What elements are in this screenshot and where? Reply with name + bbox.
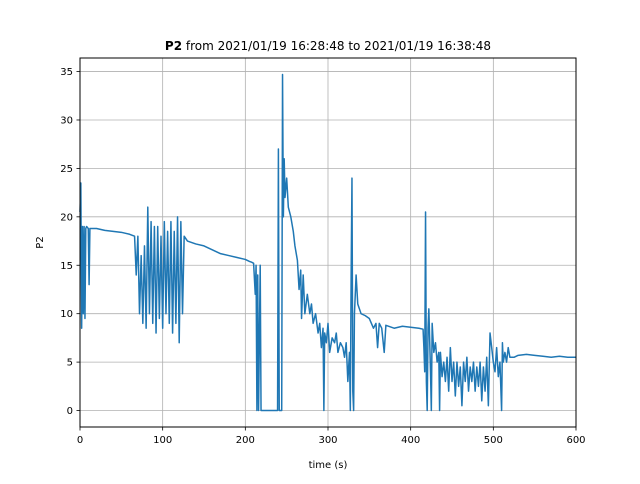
x-tick-label: 300	[318, 435, 337, 446]
x-axis-label: time (s)	[309, 460, 348, 471]
y-tick-label: 5	[67, 358, 73, 369]
grid	[79, 58, 577, 427]
x-tick-label: 400	[401, 435, 420, 446]
x-tick-label: 600	[566, 435, 585, 446]
y-tick-label: 20	[60, 212, 73, 223]
x-tick-label: 500	[484, 435, 503, 446]
y-axis-label: P2	[35, 236, 46, 248]
x-axis: 0 100 200 300 400 500 600	[77, 427, 586, 446]
y-tick-label: 10	[60, 309, 73, 320]
y-tick-label: 25	[60, 164, 73, 175]
chart-title: P2 from 2021/01/19 16:28:48 to 2021/01/1…	[165, 39, 491, 53]
chart-title-rest: from 2021/01/19 16:28:48 to 2021/01/19 1…	[182, 39, 491, 53]
y-tick-label: 15	[60, 261, 73, 272]
x-tick-label: 0	[77, 435, 83, 446]
x-tick-label: 100	[153, 435, 172, 446]
y-axis: 0 5 10 15 20 25 30 35	[60, 67, 80, 417]
series-layer	[79, 73, 576, 412]
x-tick-label: 200	[236, 435, 255, 446]
y-tick-label: 35	[60, 67, 73, 78]
series-line	[79, 73, 576, 412]
y-tick-label: 30	[60, 115, 73, 126]
chart-title-bold: P2	[165, 39, 182, 53]
y-tick-label: 0	[67, 406, 73, 417]
